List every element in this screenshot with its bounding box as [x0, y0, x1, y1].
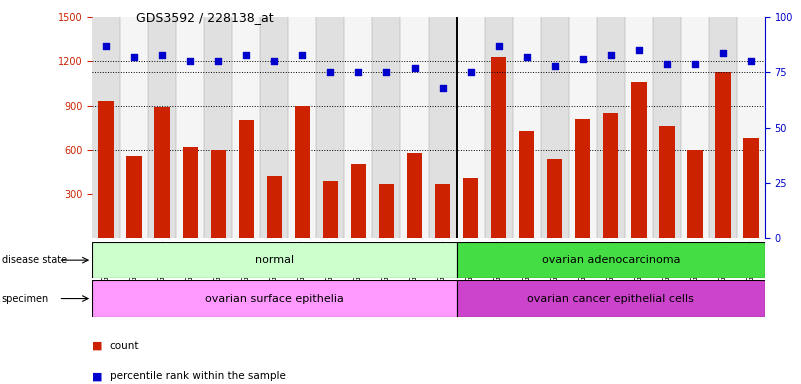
Text: ■: ■: [92, 341, 103, 351]
Bar: [631, 82, 646, 238]
Point: [268, 58, 280, 65]
Text: GDS3592 / 228138_at: GDS3592 / 228138_at: [136, 12, 274, 25]
Bar: [400, 17, 429, 238]
Point: [576, 56, 589, 62]
Point: [436, 85, 449, 91]
Point: [548, 63, 561, 69]
Point: [99, 43, 112, 49]
Text: ■: ■: [92, 371, 103, 381]
Bar: [120, 17, 148, 238]
Point: [745, 58, 758, 65]
Bar: [99, 101, 114, 238]
Bar: [155, 107, 170, 238]
Bar: [575, 119, 590, 238]
Bar: [316, 17, 344, 238]
Bar: [625, 17, 653, 238]
Bar: [323, 181, 338, 238]
Point: [604, 52, 617, 58]
Bar: [491, 57, 506, 238]
Bar: [715, 72, 731, 238]
Bar: [737, 17, 765, 238]
Text: ovarian surface epithelia: ovarian surface epithelia: [205, 293, 344, 304]
Bar: [429, 17, 457, 238]
Bar: [260, 17, 288, 238]
Bar: [457, 17, 485, 238]
Bar: [351, 164, 366, 238]
Text: percentile rank within the sample: percentile rank within the sample: [110, 371, 286, 381]
Bar: [681, 17, 709, 238]
Bar: [435, 184, 450, 238]
Bar: [407, 153, 422, 238]
Point: [688, 61, 702, 67]
Bar: [541, 17, 569, 238]
Point: [324, 70, 336, 76]
Bar: [709, 17, 737, 238]
Point: [633, 47, 646, 53]
Point: [296, 52, 309, 58]
Bar: [372, 17, 400, 238]
Bar: [743, 138, 759, 238]
Point: [211, 58, 224, 65]
Bar: [653, 17, 681, 238]
Point: [352, 70, 365, 76]
Text: ovarian cancer epithelial cells: ovarian cancer epithelial cells: [527, 293, 694, 304]
Bar: [204, 17, 232, 238]
Point: [492, 43, 505, 49]
Bar: [92, 280, 457, 317]
Bar: [183, 147, 198, 238]
Bar: [92, 242, 457, 278]
Point: [521, 54, 533, 60]
Point: [155, 52, 168, 58]
Point: [240, 52, 253, 58]
Bar: [687, 150, 702, 238]
Bar: [344, 17, 372, 238]
Text: count: count: [110, 341, 139, 351]
Bar: [267, 176, 282, 238]
Text: disease state: disease state: [2, 255, 66, 265]
Bar: [288, 17, 316, 238]
Bar: [232, 17, 260, 238]
Bar: [148, 17, 176, 238]
Point: [408, 65, 421, 71]
Bar: [519, 131, 534, 238]
Bar: [659, 126, 674, 238]
Bar: [547, 159, 562, 238]
Bar: [513, 17, 541, 238]
Bar: [211, 150, 226, 238]
Bar: [457, 280, 765, 317]
Bar: [603, 113, 618, 238]
Bar: [597, 17, 625, 238]
Bar: [176, 17, 204, 238]
Text: specimen: specimen: [2, 293, 49, 304]
Text: normal: normal: [255, 255, 294, 265]
Bar: [92, 17, 120, 238]
Point: [380, 70, 392, 76]
Point: [464, 70, 477, 76]
Point: [184, 58, 197, 65]
Bar: [457, 242, 765, 278]
Bar: [569, 17, 597, 238]
Text: ovarian adenocarcinoma: ovarian adenocarcinoma: [541, 255, 680, 265]
Bar: [379, 184, 394, 238]
Bar: [485, 17, 513, 238]
Point: [717, 50, 730, 56]
Bar: [295, 106, 310, 238]
Bar: [463, 178, 478, 238]
Bar: [127, 156, 142, 238]
Point: [660, 61, 673, 67]
Bar: [239, 120, 254, 238]
Point: [128, 54, 141, 60]
